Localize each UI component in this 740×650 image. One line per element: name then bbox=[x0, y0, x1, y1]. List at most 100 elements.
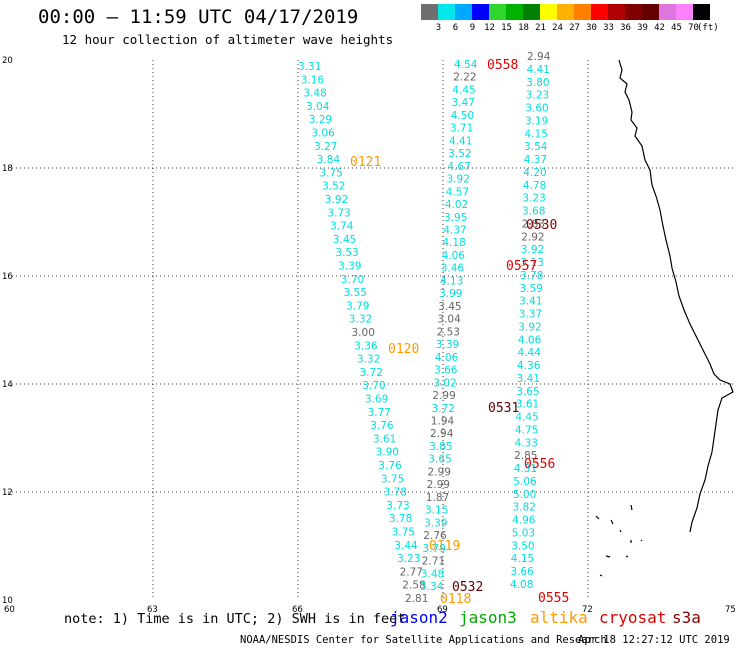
wave-height-value: 4.44 bbox=[518, 347, 542, 359]
wave-height-value: 4.15 bbox=[511, 553, 534, 565]
page-title: 00:00 – 11:59 UTC 04/17/2019 bbox=[38, 6, 359, 28]
wave-height-value: 3.19 bbox=[525, 115, 548, 127]
wave-height-value: 4.54 bbox=[454, 59, 478, 71]
coastline bbox=[618, 59, 734, 533]
wave-height-value: 3.31 bbox=[298, 61, 321, 73]
wave-height-value: 3.79 bbox=[423, 543, 446, 555]
wave-height-value: 3.73 bbox=[327, 207, 350, 219]
pass-time-label: 0118 bbox=[440, 592, 471, 607]
scale-label: 6 bbox=[452, 23, 459, 33]
wave-height-value: 3.39 bbox=[338, 261, 361, 273]
pass-time-label: 0557 bbox=[506, 259, 537, 274]
scale-label: 24 bbox=[552, 23, 563, 33]
wave-height-value: 3.61 bbox=[516, 399, 539, 411]
wave-height-value: 2.77 bbox=[400, 566, 423, 578]
wave-height-value: 4.02 bbox=[445, 199, 468, 211]
wave-height-value: 4.31 bbox=[514, 463, 537, 475]
scale-label: 3 bbox=[435, 23, 442, 33]
wave-height-value: 3.82 bbox=[513, 502, 536, 514]
wave-height-value: 4.96 bbox=[512, 515, 536, 527]
wave-height-value: 2.92 bbox=[521, 231, 544, 243]
wave-height-value: 4.36 bbox=[517, 360, 541, 372]
x-tick-label: 63 bbox=[147, 605, 158, 615]
wave-height-value: 5.06 bbox=[513, 476, 537, 488]
wave-height-value: 3.37 bbox=[519, 309, 542, 321]
satellite-legend-item: s3a bbox=[672, 608, 701, 627]
scale-swatch bbox=[642, 4, 659, 20]
scale-swatch bbox=[523, 4, 540, 20]
scale-label: 30 bbox=[586, 23, 597, 33]
wave-height-value: 5.03 bbox=[512, 528, 535, 540]
wave-height-value: 3.72 bbox=[432, 403, 455, 415]
wave-height-value: 3.23 bbox=[526, 90, 549, 102]
wave-height-value: 3.95 bbox=[444, 212, 467, 224]
wave-height-value: 4.06 bbox=[442, 250, 466, 262]
wave-height-value: 3.90 bbox=[376, 447, 399, 459]
wave-height-value: 2.85 bbox=[514, 450, 537, 462]
wave-height-value: 2.22 bbox=[453, 72, 476, 84]
wave-height-value: 3.75 bbox=[392, 527, 415, 539]
footer-credit: NOAA/NESDIS Center for Satellite Applica… bbox=[240, 634, 607, 646]
wave-height-value: 3.78 bbox=[520, 270, 543, 282]
scale-label: 39 bbox=[637, 23, 648, 33]
wave-height-value: 3.53 bbox=[335, 247, 358, 259]
scale-swatch bbox=[506, 4, 523, 20]
footer-timestamp: Apr 18 12:27:12 UTC 2019 bbox=[578, 634, 730, 646]
wave-height-value: 3.61 bbox=[373, 433, 396, 445]
wave-height-value: 4.06 bbox=[518, 334, 542, 346]
wave-height-value: 3.15 bbox=[425, 505, 448, 517]
wave-height-value: 3.04 bbox=[306, 101, 330, 113]
track-a-values: 3.313.163.483.043.293.063.273.843.753.52… bbox=[298, 61, 428, 605]
scale-label: 70 bbox=[688, 23, 699, 33]
scale-swatch bbox=[421, 4, 438, 20]
track-c-values: 2.944.413.803.233.603.194.153.544.374.20… bbox=[510, 51, 551, 591]
scale-label: 33 bbox=[603, 23, 614, 33]
scale-label: (ft) bbox=[697, 23, 719, 33]
footnote: note: 1) Time is in UTC; 2) SWH is in fe… bbox=[64, 611, 406, 627]
wave-height-value: 3.66 bbox=[434, 365, 458, 377]
x-tick-label: 72 bbox=[582, 605, 593, 615]
scale-label: 42 bbox=[654, 23, 665, 33]
wave-height-value: 2.99 bbox=[428, 466, 451, 478]
wave-height-value: 3.55 bbox=[344, 287, 367, 299]
wave-height-value: 3.41 bbox=[517, 373, 540, 385]
pass-time-label: 0530 bbox=[526, 218, 557, 233]
wave-height-value: 4.13 bbox=[440, 275, 463, 287]
wave-height-value: 4.41 bbox=[449, 135, 472, 147]
wave-height-value: 4.18 bbox=[442, 237, 465, 249]
wave-height-value: 3.92 bbox=[325, 194, 348, 206]
satellite-legend-item: altika bbox=[530, 608, 588, 627]
wave-height-value: 3.48 bbox=[303, 88, 326, 100]
wave-height-value: 3.72 bbox=[360, 367, 383, 379]
scale-swatch bbox=[455, 4, 472, 20]
track-b-values: 4.542.224.453.474.503.714.413.524.673.92… bbox=[420, 59, 478, 593]
scale-swatch bbox=[540, 4, 557, 20]
pass-time-label: 0531 bbox=[488, 401, 519, 416]
wave-height-value: 3.92 bbox=[447, 174, 470, 186]
y-tick-label: 18 bbox=[2, 164, 13, 174]
pass-time-label: 0119 bbox=[429, 539, 460, 554]
wave-height-value: 2.81 bbox=[405, 593, 428, 605]
page-subtitle: 12 hour collection of altimeter wave hei… bbox=[62, 32, 394, 47]
wave-height-value: 3.36 bbox=[354, 340, 378, 352]
scale-label: 45 bbox=[671, 23, 682, 33]
wave-height-value: 4.33 bbox=[515, 437, 538, 449]
wave-height-value: 3.77 bbox=[368, 407, 391, 419]
scale-swatch bbox=[438, 4, 455, 20]
wave-height-value: 3.16 bbox=[301, 74, 325, 86]
wave-height-value: 2.94 bbox=[430, 428, 454, 440]
wave-height-value: 3.04 bbox=[437, 314, 461, 326]
wave-height-value: 3.52 bbox=[448, 148, 471, 160]
wave-height-value: 3.65 bbox=[516, 386, 539, 398]
satellite-legend-item: cryosat bbox=[599, 608, 667, 627]
x-tick-label: 66 bbox=[292, 605, 303, 615]
pass-time-label: 0120 bbox=[388, 342, 419, 357]
wave-height-value: 4.06 bbox=[435, 352, 459, 364]
wave-height-value: 3.75 bbox=[319, 167, 342, 179]
wave-height-value: 3.92 bbox=[521, 244, 544, 256]
wave-height-value: 4.75 bbox=[515, 425, 538, 437]
wave-height-value: 3.52 bbox=[322, 181, 345, 193]
wave-height-value: 5.00 bbox=[513, 489, 536, 501]
x-tick-label: 75 bbox=[725, 605, 736, 615]
wave-height-value: 3.92 bbox=[518, 321, 541, 333]
